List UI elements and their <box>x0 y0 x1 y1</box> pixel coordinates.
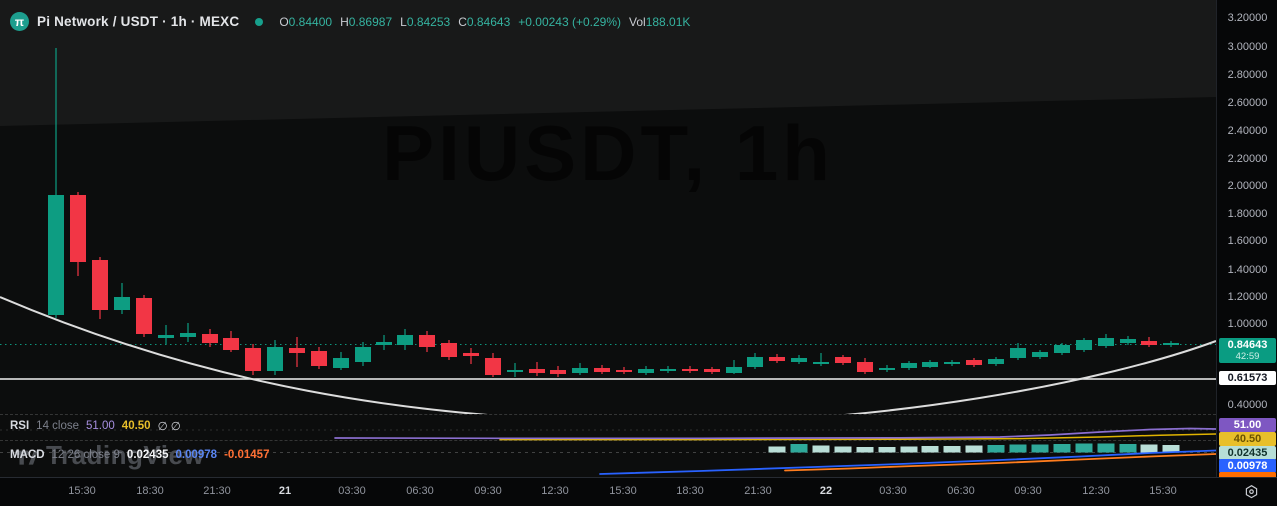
price-axis[interactable]: 3.20000 3.00000 2.80000 2.60000 2.40000 2.200… <box>1216 0 1277 478</box>
settings-gear-icon <box>1245 484 1257 498</box>
time-tick-label: 15:30 <box>68 485 96 497</box>
time-tick-label: 18:30 <box>676 485 704 497</box>
price-tick-label: 1.40000 <box>1227 264 1268 276</box>
time-tick-label: 03:30 <box>338 485 366 497</box>
price-tick-label: 2.80000 <box>1227 69 1268 81</box>
volume: Vol188.01K <box>629 14 691 29</box>
time-tick-label: 18:30 <box>136 485 164 497</box>
macd-status-row: MACD 12 26 close 9 0.02435 0.00978 -0.01… <box>10 449 269 461</box>
price-tick-label: 1.80000 <box>1227 208 1268 220</box>
macd-hist-badge: 0.02435 <box>1219 446 1276 460</box>
macd-line-badge: 0.00978 <box>1219 459 1276 473</box>
time-tick-label: 09:30 <box>474 485 502 497</box>
price-tick-label: 2.60000 <box>1227 97 1268 109</box>
time-tick-label: 03:30 <box>879 485 907 497</box>
time-tick-label: 06:30 <box>406 485 434 497</box>
macd-signal-value: -0.01457 <box>224 449 270 461</box>
time-tick-label: 21:30 <box>203 485 231 497</box>
current-price-badge: 0.84643 42:59 <box>1219 338 1276 363</box>
price-tick-label: 0.40000 <box>1227 399 1268 411</box>
level-price-badge: 0.61573 <box>1219 371 1276 385</box>
axis-settings-button[interactable] <box>1242 483 1260 501</box>
rsi-value: 51.00 <box>86 420 115 432</box>
rsi-params: 14 close <box>36 420 80 432</box>
rsi-extra-values: ∅ ∅ <box>157 421 181 433</box>
current-price-value: 0.84643 <box>1227 339 1268 351</box>
pi-network-logo-icon: π <box>10 12 29 31</box>
price-tick-label: 1.00000 <box>1227 318 1268 330</box>
ohlc-high: H0.86987 <box>340 14 393 29</box>
ohlc-open: O0.84400 <box>279 14 333 29</box>
time-tick-label-day: 21 <box>278 485 292 497</box>
rsi-value-badge: 51.00 <box>1219 418 1276 432</box>
macd-indicator-title[interactable]: MACD <box>10 449 45 461</box>
rsi-pane[interactable] <box>0 414 1216 441</box>
price-tick-label: 2.40000 <box>1227 125 1268 137</box>
price-tick-label: 1.20000 <box>1227 291 1268 303</box>
bar-countdown: 42:59 <box>1235 351 1260 362</box>
macd-line-value: 0.00978 <box>175 449 218 461</box>
time-tick-label: 15:30 <box>609 485 637 497</box>
time-axis[interactable]: 15:30 18:30 21:30 21 03:30 06:30 09:30 12:30 15:… <box>0 477 1277 506</box>
rsi-canvas <box>0 427 1216 441</box>
price-tick-label: 3.20000 <box>1227 12 1268 24</box>
ohlc-low: L0.84253 <box>400 14 451 29</box>
time-tick-label: 12:30 <box>1082 485 1110 497</box>
time-tick-label: 21:30 <box>744 485 772 497</box>
market-status-dot-icon <box>255 17 264 26</box>
rsi-status-row: RSI 14 close 51.00 40.50 ∅ ∅ <box>10 419 181 433</box>
ohlc-close: C0.84643 <box>458 14 511 29</box>
time-tick-label: 06:30 <box>947 485 975 497</box>
macd-canvas <box>0 443 1216 475</box>
candlestick-canvas <box>0 48 1216 414</box>
macd-pane[interactable] <box>0 440 1216 478</box>
macd-signal-badge-clipped <box>1219 472 1276 478</box>
rsi-indicator-title[interactable]: RSI <box>10 420 30 432</box>
price-tick-label: 2.20000 <box>1227 153 1268 165</box>
macd-hist-value: 0.02435 <box>126 449 169 461</box>
time-tick-label: 12:30 <box>541 485 569 497</box>
macd-params: 12 26 close 9 <box>51 449 120 461</box>
time-tick-label: 15:30 <box>1149 485 1177 497</box>
time-tick-label-day: 22 <box>819 485 833 497</box>
symbol-title[interactable]: Pi Network / USDT · 1h · MEXC <box>37 14 240 29</box>
candlestick-pane[interactable] <box>0 0 1216 414</box>
chart-area[interactable]: PIUSDT, 1h π Pi Network / USDT · 1h · ME… <box>0 0 1216 477</box>
rsi-ma-value-badge: 40.50 <box>1219 432 1276 446</box>
price-tick-label: 2.00000 <box>1227 180 1268 192</box>
symbol-status-row: π Pi Network / USDT · 1h · MEXC O0.84400… <box>10 12 690 31</box>
rsi-ma-value: 40.50 <box>121 420 151 432</box>
price-tick-label: 3.00000 <box>1227 41 1268 53</box>
time-tick-label: 09:30 <box>1014 485 1042 497</box>
price-tick-label: 1.60000 <box>1227 235 1268 247</box>
ohlc-change: +0.00243 (+0.29%) <box>518 14 622 29</box>
